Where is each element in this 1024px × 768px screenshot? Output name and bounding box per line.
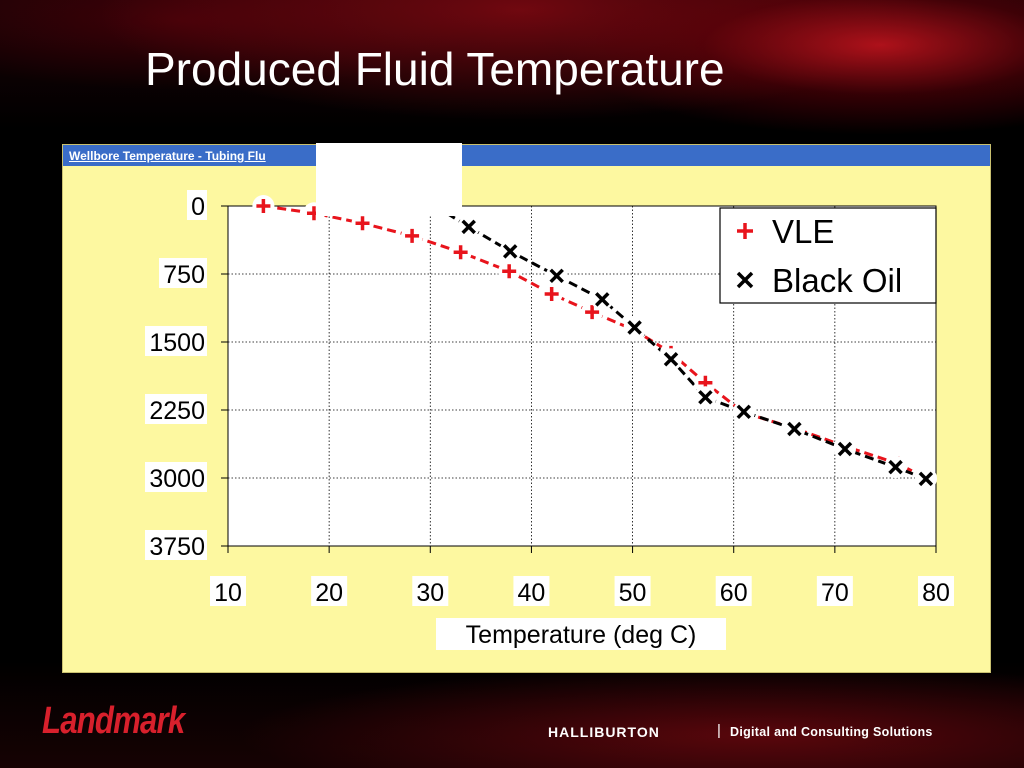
y-tick-label: 3750 [149,533,205,561]
data-point-vle [502,264,517,279]
x-tick-label-bg [311,576,348,606]
y-tick-label: 750 [163,261,205,289]
x-tick-label: 60 [720,579,748,607]
y-tick-label-bg [187,190,207,220]
y-tick-label: 0 [191,193,205,221]
data-point-black-oil [787,421,802,437]
data-point-black-oil [627,320,642,335]
x-tick-label-bg [715,576,752,606]
y-tick-label: 2250 [149,397,205,425]
x-tick-label: 80 [922,579,950,607]
x-axis-title-bg [436,618,726,650]
y-tick-label: 1500 [149,329,205,357]
legend-marker-vle [737,223,753,239]
x-tick-label: 10 [214,579,242,607]
x-tick-label-bg [918,576,954,606]
data-point-black-oil [736,404,752,420]
y-tick-label-bg [145,326,207,356]
chart-header-title[interactable]: Wellbore Temperature - Tubing Flu [69,149,266,163]
x-tick-label: 20 [315,579,343,607]
data-point-black-oil [663,351,679,367]
halliburton-logo: HALLIBURTON [548,724,660,740]
x-tick-label: 40 [518,579,546,607]
x-axis-title: Temperature (deg C) [466,621,697,649]
footer-separator: | [717,722,721,739]
y-tick-label-bg [159,258,207,288]
white-overlay-box [316,143,462,216]
data-point-vle [453,245,468,260]
data-point-black-oil [461,219,476,235]
slide-title: Produced Fluid Temperature [145,43,725,95]
data-point-vle [355,216,370,231]
x-tick-label: 70 [821,579,849,607]
data-point-vle [544,286,559,301]
data-point-vle [405,228,420,243]
x-tick-label-bg [412,576,449,606]
data-point-vle [585,305,600,320]
data-point-black-oil [502,244,518,259]
x-tick-label-bg [614,576,651,606]
data-point-black-oil [888,459,903,475]
landmark-logo: Landmark [42,700,185,742]
x-tick-label: 30 [416,579,444,607]
data-point-black-oil [549,268,564,284]
data-point-black-oil [594,292,610,307]
x-tick-label-bg [513,576,550,606]
legend-label: Black Oil [772,262,902,299]
y-tick-label-bg [145,394,207,424]
series-line-vle [263,204,927,480]
data-point-black-oil [837,441,853,457]
legend-box [719,207,937,304]
y-tick-label-bg [145,530,207,560]
x-tick-label: 50 [619,579,647,607]
data-point-vle [256,199,271,213]
chart-header-bar: Wellbore Temperature - Tubing Flu [63,145,990,166]
data-point-black-oil [698,390,713,405]
data-point-black-oil [918,471,934,487]
y-tick-label-bg [145,462,207,492]
y-tick-label: 3000 [149,465,205,493]
x-tick-label-bg [210,576,246,606]
legend-label: VLE [772,213,834,250]
legend-marker-black-oil [736,271,754,289]
x-tick-label-bg [816,576,853,606]
footer-tagline: Digital and Consulting Solutions [730,725,933,739]
